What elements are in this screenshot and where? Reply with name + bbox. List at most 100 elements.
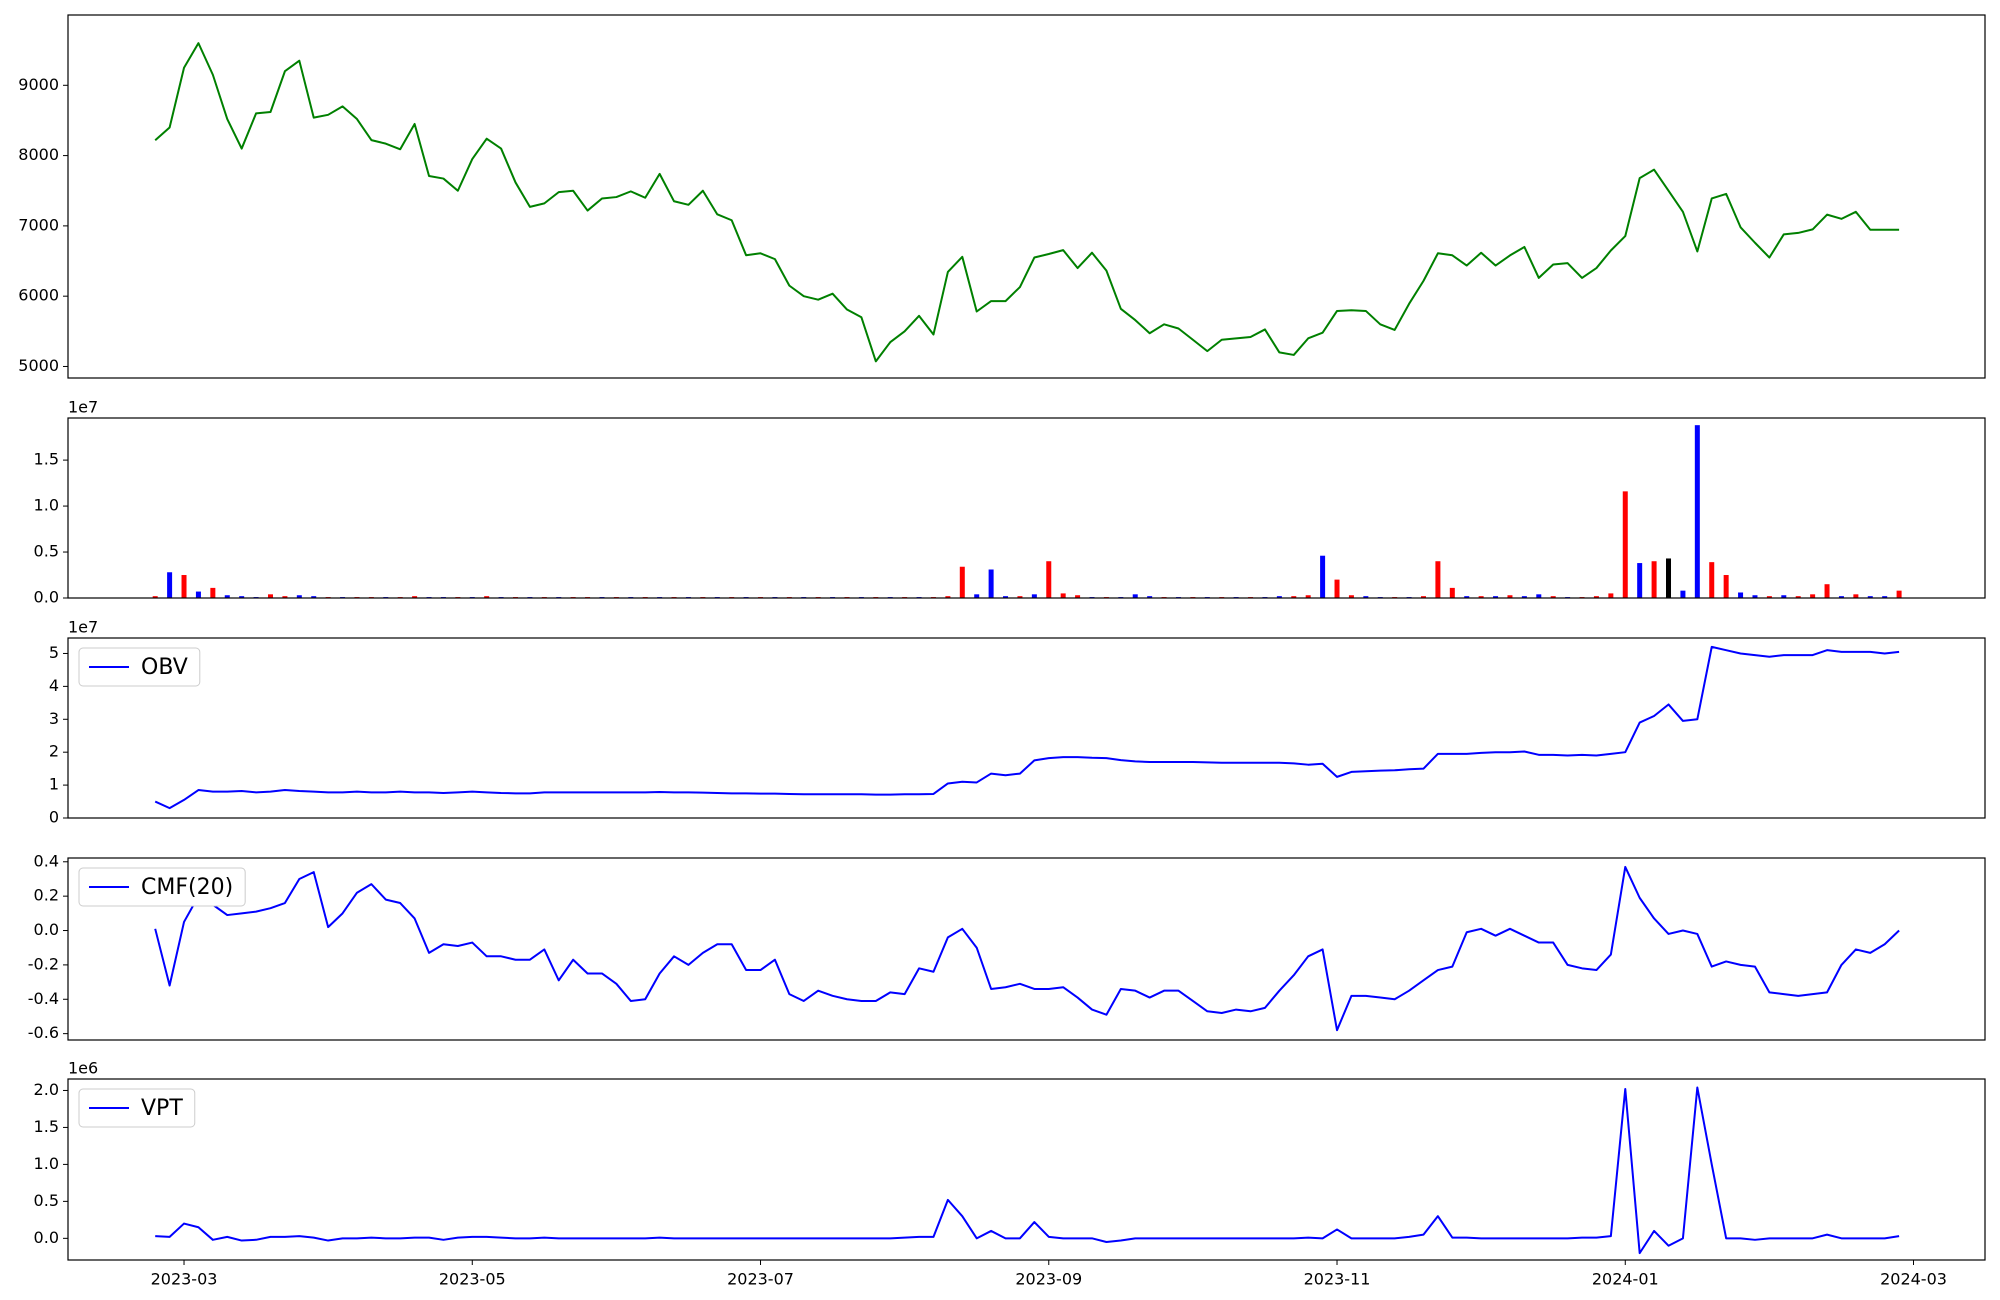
y-tick-label: 1.5 <box>34 1117 59 1136</box>
y-offset: 1e7 <box>68 398 98 417</box>
y-tick-label: 3 <box>49 709 59 728</box>
bar <box>282 596 288 598</box>
y-tick-label: 0 <box>49 808 59 827</box>
bar <box>267 594 273 598</box>
line <box>155 1086 1900 1255</box>
y-tick-label: 0.5 <box>34 542 59 561</box>
bar <box>1637 563 1643 598</box>
legend: CMF(20) <box>78 867 246 907</box>
bar <box>1291 596 1297 598</box>
bar <box>1651 561 1657 598</box>
bar <box>296 595 302 598</box>
y-tick-label: 0.4 <box>34 851 59 870</box>
bar <box>1723 575 1729 598</box>
bar <box>1420 596 1426 598</box>
bar <box>1017 596 1023 598</box>
bar <box>167 572 173 598</box>
y-tick-label: 6000 <box>18 286 59 305</box>
bar <box>1147 596 1153 598</box>
axes-frame <box>67 417 1986 599</box>
y-tick-label: 4 <box>49 676 59 695</box>
panel: -0.6 -0.4 -0.2 0.0 0.2 0.4 CMF(20) <box>28 851 1986 1042</box>
bar <box>1435 561 1441 598</box>
axes-frame <box>67 1078 1986 1261</box>
x-tick-label: 2023-03 <box>151 1270 218 1289</box>
bar <box>1060 593 1066 598</box>
bar <box>1276 596 1282 598</box>
panel: 5000 6000 7000 8000 9000 <box>18 14 1986 379</box>
bar <box>1478 596 1484 598</box>
bar <box>1593 596 1599 598</box>
y-tick-label: 2.0 <box>34 1080 59 1099</box>
bar <box>224 595 230 598</box>
bar <box>1003 596 1009 598</box>
x-tick-label: 2023-05 <box>439 1270 506 1289</box>
bar <box>1464 596 1470 598</box>
bar <box>1320 555 1326 598</box>
bar <box>311 596 317 598</box>
panel: 0.0 0.5 1.0 1.5 1e7 <box>34 398 1986 607</box>
bar <box>210 587 216 598</box>
legend-box <box>78 867 246 907</box>
x-tick-label: 2023-11 <box>1304 1270 1371 1289</box>
bar <box>1853 594 1859 598</box>
bar <box>1810 594 1816 598</box>
bar <box>959 566 965 598</box>
bar <box>1334 579 1340 598</box>
y-tick-label: 9000 <box>18 75 59 94</box>
y-tick-label: 1 <box>49 775 59 794</box>
y-tick-label: 8000 <box>18 145 59 164</box>
y-tick-label: -0.4 <box>28 989 59 1008</box>
x-tick-label: 2024-01 <box>1592 1270 1659 1289</box>
bar <box>1608 593 1614 598</box>
axes-frame <box>67 857 1986 1041</box>
y-offset: 1e6 <box>68 1059 98 1078</box>
bar <box>1031 594 1037 598</box>
y-tick-label: 2 <box>49 742 59 761</box>
bar <box>1694 425 1700 598</box>
line <box>154 645 1900 810</box>
legend-box <box>78 1088 196 1128</box>
y-tick-label: 0.0 <box>34 1228 59 1247</box>
bar <box>1882 596 1888 598</box>
bar <box>1896 590 1902 598</box>
axes-frame <box>67 637 1986 819</box>
bar <box>1709 562 1715 598</box>
x-tick-label: 2023-07 <box>727 1270 794 1289</box>
bar <box>1449 587 1455 598</box>
bar <box>1752 595 1758 598</box>
bar <box>1766 596 1772 598</box>
line <box>154 42 1900 363</box>
bar <box>1666 558 1672 598</box>
bar <box>1348 595 1354 598</box>
bar <box>152 596 158 598</box>
bar <box>1536 594 1542 598</box>
legend-box <box>78 647 201 687</box>
y-tick-label: 1.5 <box>34 450 59 469</box>
y-tick-label: -0.6 <box>28 1023 59 1042</box>
bar <box>1622 491 1628 598</box>
y-tick-label: 7000 <box>18 215 59 234</box>
legend: OBV <box>78 647 201 687</box>
legend: VPT <box>78 1088 196 1128</box>
bar <box>1680 590 1686 598</box>
bar <box>484 596 490 598</box>
y-offset: 1e7 <box>68 618 98 637</box>
axes-frame <box>67 14 1986 379</box>
bar <box>1781 595 1787 598</box>
bar <box>1493 596 1499 598</box>
bar <box>1507 595 1513 598</box>
line <box>154 865 1900 1032</box>
y-tick-label: 5000 <box>18 356 59 375</box>
legend-text: CMF(20) <box>141 875 233 900</box>
bar <box>181 575 187 598</box>
panel: 0.0 0.5 1.0 1.5 2.0 1e6 2023-03 2023-05 2023-07 2… <box>34 1059 1986 1289</box>
legend-text: OBV <box>141 655 188 680</box>
y-tick-label: 0.0 <box>34 920 59 939</box>
x-tick-label: 2024-03 <box>1880 1270 1947 1289</box>
bar <box>1838 596 1844 598</box>
x-tick-label: 2023-09 <box>1015 1270 1082 1289</box>
bar <box>1867 596 1873 598</box>
